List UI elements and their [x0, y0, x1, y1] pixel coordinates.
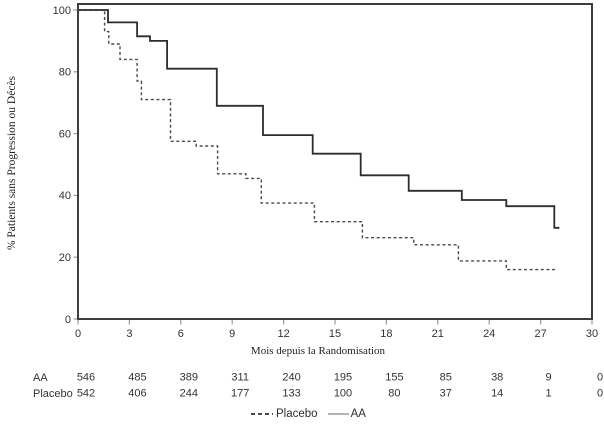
- survival-curve-aa: [78, 9, 560, 229]
- x-axis-tick-label: 18: [380, 328, 392, 340]
- x-axis-tick-label: 0: [75, 328, 81, 340]
- x-axis-tick-label: 21: [432, 328, 444, 340]
- x-axis-tick-label: 6: [178, 328, 184, 340]
- at-risk-count-aa: 195: [334, 372, 352, 384]
- y-axis-tick-label: 80: [59, 67, 71, 79]
- y-axis-tick-label: 40: [59, 190, 71, 202]
- at-risk-count-placebo: 14: [491, 388, 503, 400]
- at-risk-count-placebo: 0: [597, 388, 603, 400]
- at-risk-count-aa: 0: [597, 372, 603, 384]
- at-risk-count-aa: 85: [440, 372, 452, 384]
- at-risk-count-placebo: 37: [440, 388, 452, 400]
- at-risk-count-aa: 546: [77, 372, 95, 384]
- y-axis-tick-label: 60: [59, 128, 71, 140]
- x-axis-tick-label: 15: [329, 328, 341, 340]
- x-axis-tick-label: 9: [229, 328, 235, 340]
- x-axis-tick-label: 27: [534, 328, 546, 340]
- y-axis-tick-label: 100: [53, 5, 71, 17]
- x-axis-tick-label: 12: [277, 328, 289, 340]
- at-risk-count-placebo: 80: [388, 388, 400, 400]
- at-risk-row-label-aa: AA: [33, 372, 48, 384]
- x-axis-title: Mois depuis la Randomisation: [250, 345, 386, 357]
- at-risk-count-aa: 240: [282, 372, 300, 384]
- legend-dashed-line-icon: [251, 413, 273, 415]
- legend-solid-line-icon: [327, 413, 349, 415]
- survival-curve-placebo: [78, 9, 556, 271]
- at-risk-count-aa: 155: [385, 372, 403, 384]
- legend-label-placebo: Placebo: [276, 408, 318, 420]
- at-risk-count-aa: 38: [491, 372, 503, 384]
- at-risk-count-placebo: 133: [282, 388, 300, 400]
- at-risk-count-placebo: 542: [77, 388, 95, 400]
- y-axis-title: % Patients sans Progression ou Décès: [6, 75, 18, 251]
- y-axis-tick-label: 20: [59, 252, 71, 264]
- legend-label-aa: AA: [350, 408, 366, 420]
- at-risk-count-aa: 485: [128, 372, 146, 384]
- at-risk-count-placebo: 1: [546, 388, 552, 400]
- x-axis-tick-label: 30: [586, 328, 598, 340]
- at-risk-count-aa: 9: [546, 372, 552, 384]
- at-risk-count-placebo: 244: [180, 388, 198, 400]
- y-axis-tick-label: 0: [65, 314, 71, 326]
- chart-legend: Placebo AA: [251, 407, 366, 421]
- at-risk-count-aa: 389: [180, 372, 198, 384]
- at-risk-row-label-placebo: Placebo: [33, 388, 73, 400]
- plot-border: [77, 3, 593, 320]
- at-risk-count-placebo: 100: [334, 388, 352, 400]
- at-risk-count-placebo: 177: [231, 388, 249, 400]
- x-axis-tick-label: 24: [483, 328, 495, 340]
- at-risk-count-aa: 311: [231, 372, 249, 384]
- at-risk-count-placebo: 406: [128, 388, 146, 400]
- x-axis-tick-label: 3: [126, 328, 132, 340]
